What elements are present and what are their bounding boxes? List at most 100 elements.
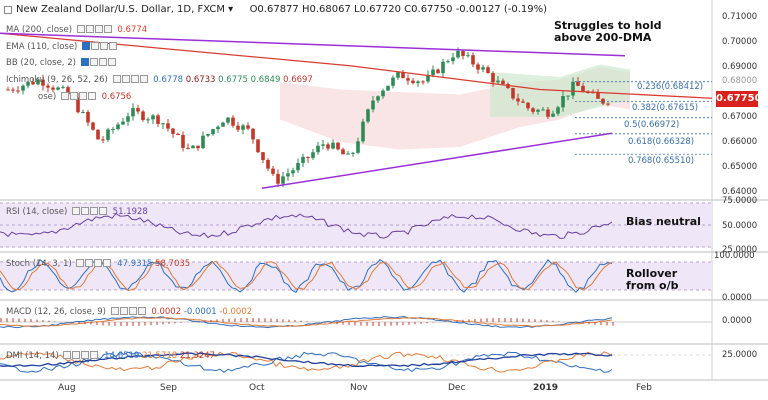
macd-hist-bar — [150, 322, 152, 326]
candle-down — [521, 101, 525, 103]
macd-hist-bar — [420, 322, 422, 324]
legend-buttons[interactable] — [110, 306, 147, 317]
macd-hist-bar — [6, 318, 8, 322]
candle-down — [461, 50, 465, 56]
macd-hist-bar — [504, 318, 506, 322]
legend-buttons[interactable] — [82, 41, 118, 52]
annotation-main-line-1: Struggles to hold — [554, 19, 662, 32]
upper-trendline — [0, 32, 626, 57]
ma200-line — [0, 32, 713, 99]
macd-hist-bar — [600, 322, 602, 326]
legend-stoch[interactable]: Stoch (14, 3, 1) 47.9315 58.7035 — [6, 258, 190, 270]
macd-hist-bar — [102, 322, 104, 326]
macd-hist-bar — [402, 322, 404, 326]
price-axis-label: 0.71000 — [722, 12, 758, 22]
candle-up — [331, 142, 335, 149]
legend-buttons[interactable] — [112, 74, 149, 85]
macd-hist-bar — [12, 318, 14, 322]
candle-up — [321, 144, 325, 146]
rsi-value: 51.1928 — [112, 207, 148, 217]
candle-down — [336, 142, 340, 150]
candle-down — [406, 78, 410, 81]
macd-hist-bar — [498, 318, 500, 322]
ichimoku-value-2: 0.6733 — [185, 75, 216, 85]
candle-down — [401, 72, 405, 79]
macd-hist-bar — [510, 318, 512, 322]
candle-up — [56, 87, 60, 90]
time-axis-label: 2019 — [533, 383, 559, 393]
macd-hist-bar — [588, 322, 590, 325]
macd-hist-bar — [576, 322, 578, 324]
legend-ichimoku[interactable]: Ichimoku (9, 26, 52, 26) 0.6778 0.6733 0… — [6, 74, 313, 86]
candle-down — [236, 125, 240, 130]
stoch-value-d: 58.7035 — [155, 259, 191, 269]
macd-hist-bar — [450, 320, 452, 322]
macd-hist-bar — [258, 318, 260, 322]
candle-down — [326, 144, 330, 149]
candle-up — [211, 129, 215, 135]
legend-buttons[interactable] — [76, 24, 113, 35]
macd-hist-bar — [234, 318, 236, 322]
candle-up — [221, 122, 225, 127]
menu-icon[interactable] — [4, 6, 12, 14]
legend-rsi[interactable]: RSI (14, close) 51.1928 — [6, 206, 148, 218]
symbol-title[interactable]: New Zealand Dollar/U.S. Dollar, 1D, FXCM — [16, 4, 225, 15]
macd-hist-bar — [546, 320, 548, 322]
candle-down — [246, 125, 250, 129]
macd-hist-bar — [174, 322, 176, 324]
candle-up — [106, 129, 110, 140]
macd-value-hist: 0.0002 — [151, 307, 182, 317]
macd-hist-bar — [516, 318, 518, 322]
macd-hist-bar — [354, 322, 356, 326]
legend-ema[interactable]: EMA (110, close) — [6, 41, 120, 53]
macd-hist-bar — [42, 320, 44, 322]
adx-line — [0, 352, 613, 368]
candle-down — [276, 173, 280, 184]
macd-hist-bar — [612, 322, 614, 326]
fib-label-618: 0.618(0.66328) — [628, 137, 695, 147]
candle-up — [441, 61, 445, 74]
macd-hist-bar — [246, 318, 248, 322]
price-axis-label: 0.69000 — [722, 62, 758, 72]
legend-buttons[interactable] — [63, 350, 99, 361]
legend-buttons[interactable] — [71, 206, 108, 217]
legend-bb[interactable]: BB (20, close, 2) — [6, 57, 119, 69]
candle-up — [281, 176, 285, 184]
legend-dmi[interactable]: DMI (14, 14) 14.6519 21.5718 21.3247 — [6, 350, 215, 362]
macd-signal-line — [0, 317, 613, 328]
macd-hist-bar — [408, 322, 410, 325]
macd-hist-bar — [144, 322, 146, 326]
legend-macd[interactable]: MACD (12, 26, close, 9) 0.0002 -0.0001 -… — [6, 306, 252, 318]
extra-value: 0.6756 — [101, 92, 132, 102]
legend-buttons[interactable] — [80, 57, 117, 68]
macd-hist-bar — [228, 318, 230, 322]
legend-buttons[interactable] — [76, 258, 112, 269]
candle-down — [166, 123, 170, 129]
macd-hist-bar — [480, 318, 482, 322]
macd-hist-bar — [168, 322, 170, 324]
candle-up — [311, 152, 315, 158]
candle-up — [556, 107, 560, 114]
candle-up — [371, 100, 375, 110]
candle-up — [361, 121, 365, 142]
legend-extra[interactable]: ose) 0.6756 — [38, 91, 131, 103]
stoch-label: Stoch (14, 3, 1) — [6, 259, 72, 269]
legend-buttons[interactable] — [60, 91, 97, 102]
macd-hist-bar — [330, 322, 332, 324]
chevron-down-icon[interactable]: ▾ — [228, 4, 234, 15]
macd-hist-bar — [240, 318, 242, 322]
legend-ma[interactable]: MA (200, close) 0.6774 — [6, 24, 147, 36]
macd-hist-bar — [162, 322, 164, 325]
candle-down — [156, 115, 160, 124]
time-axis-label: Aug — [58, 383, 76, 393]
time-axis-label: Sep — [160, 383, 177, 393]
macd-hist-bar — [90, 322, 92, 325]
price-axis-label: 0.64000 — [722, 187, 758, 197]
change-value: -0.00127 (-0.19%) — [455, 4, 548, 15]
candle-up — [111, 129, 115, 131]
dmi-value-minus: 21.5718 — [142, 351, 178, 361]
candle-up — [426, 75, 430, 82]
candle-up — [451, 57, 455, 62]
macd-hist-bar — [540, 319, 542, 322]
